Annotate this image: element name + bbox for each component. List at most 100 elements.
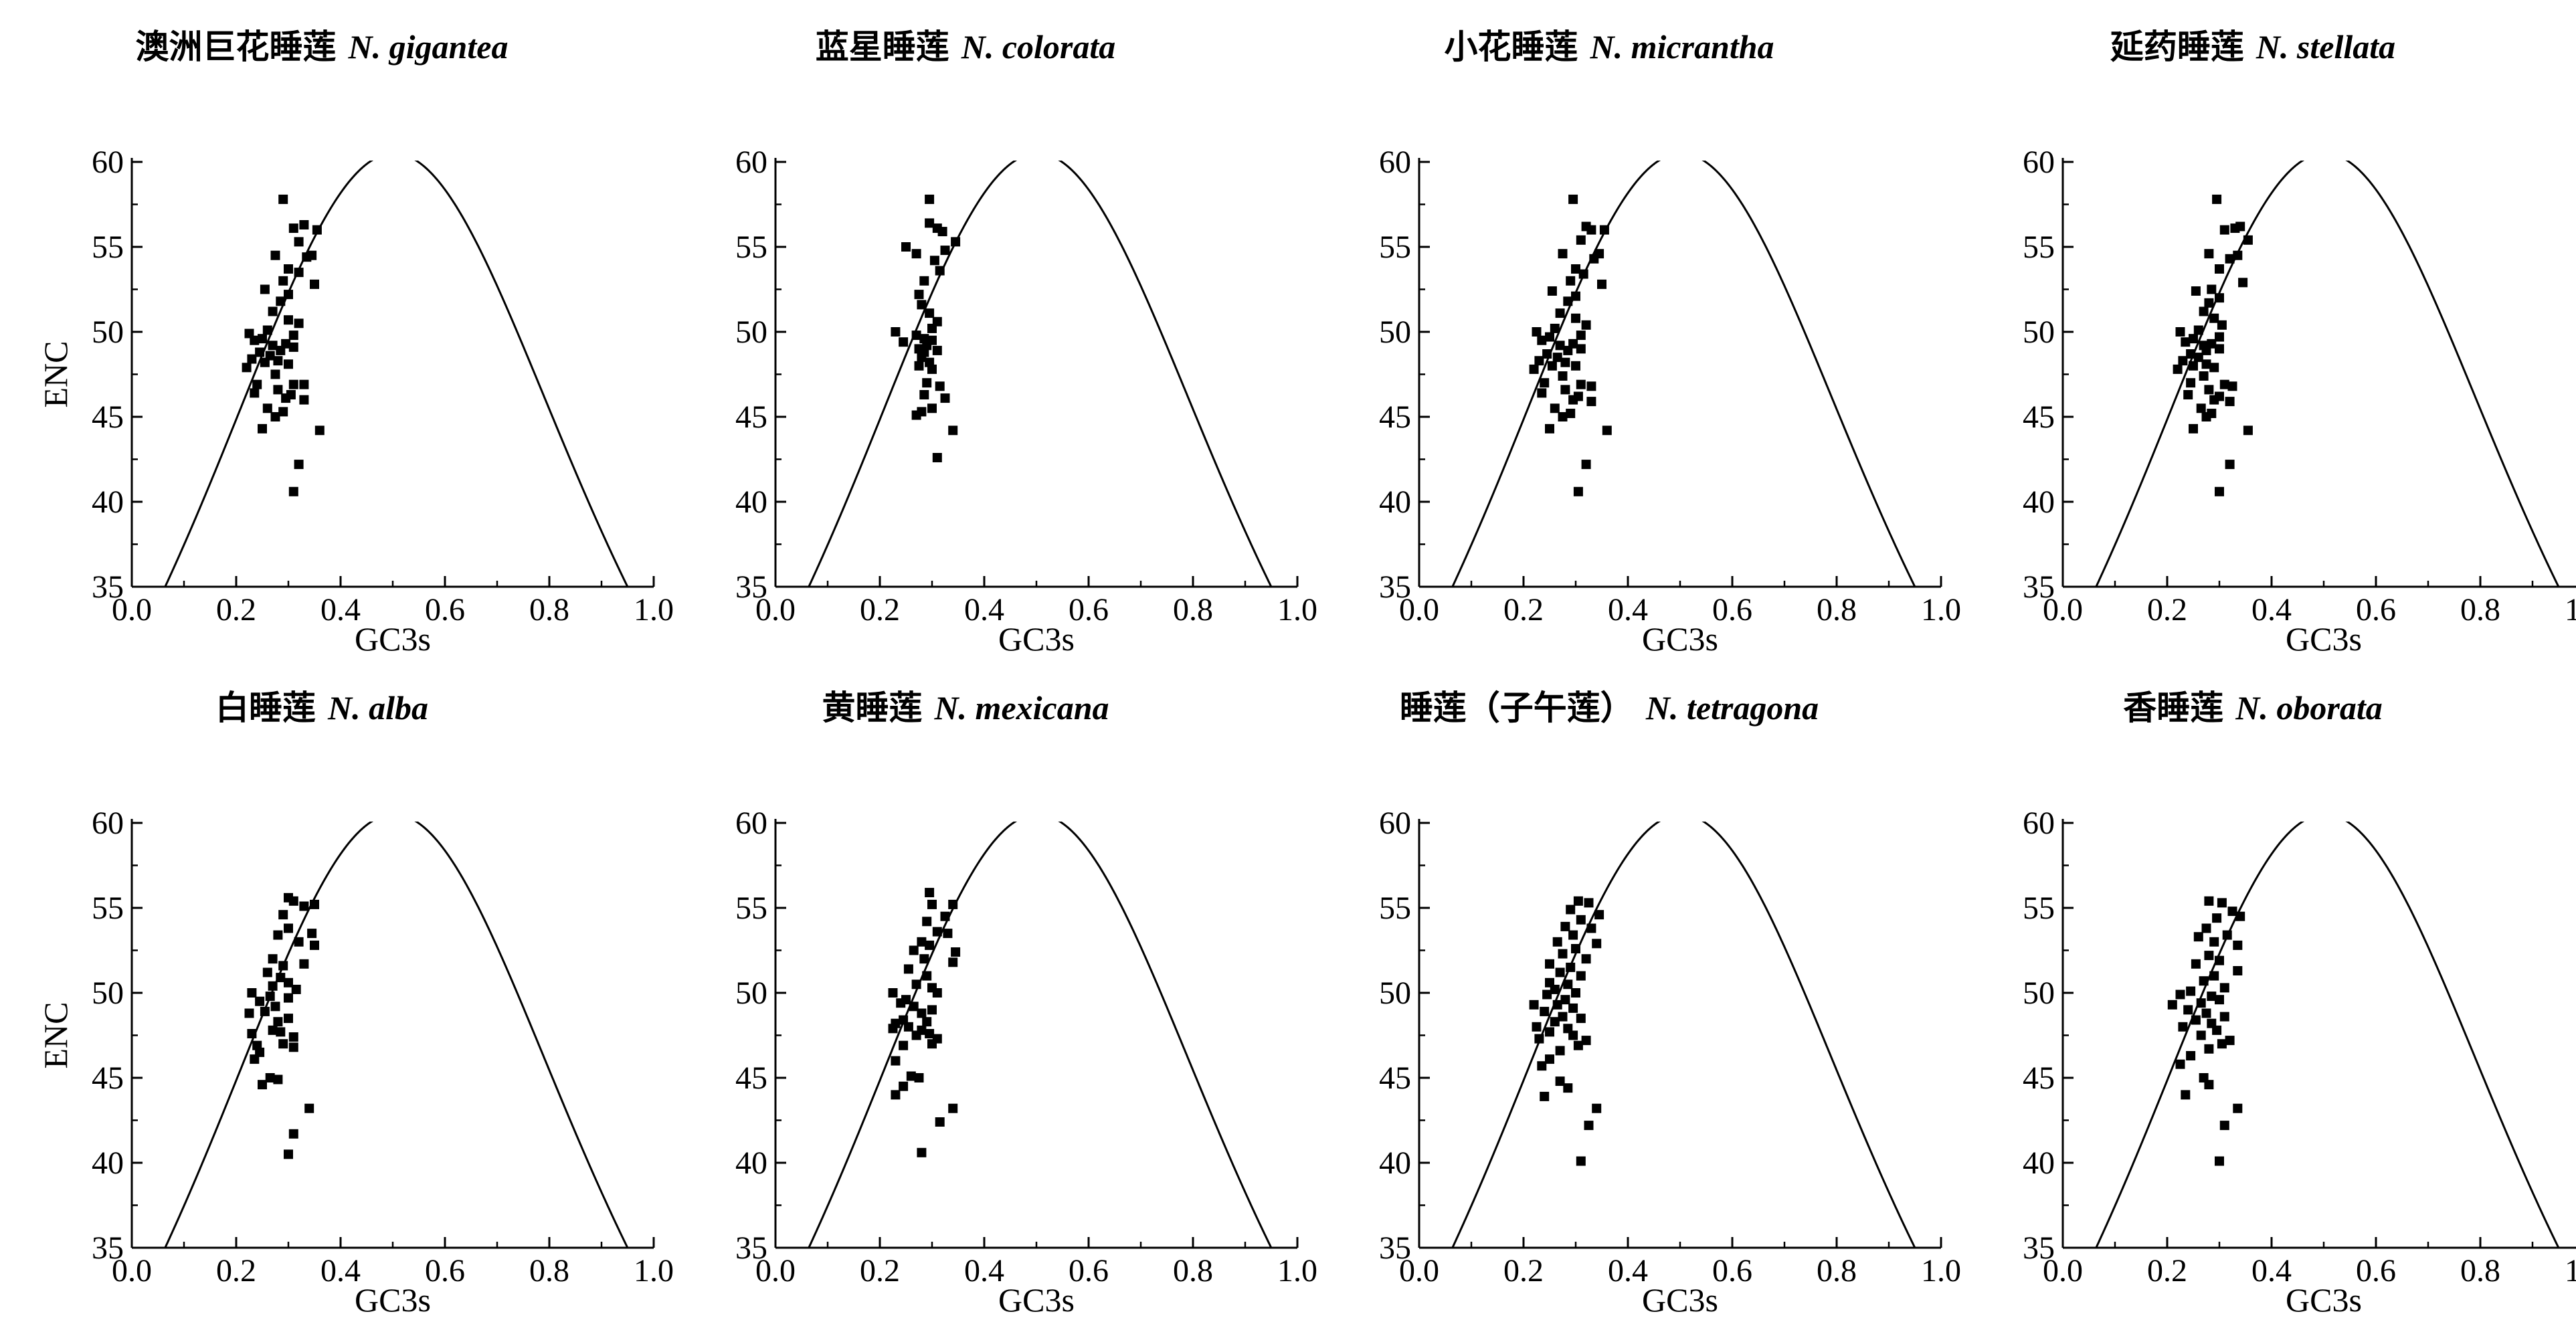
scatter-point [2215,264,2224,274]
x-tick-label: 0.0 [2043,1253,2083,1289]
x-tick-label: 1.0 [2565,1253,2576,1289]
scatter-point [2201,923,2211,933]
scatter-point [1563,979,1573,989]
chart-panel-5: 白睡莲 N. alba 35 40 45 50 55 60 0.0 0.2 0.4 0.6 0.8 1.0… [0,661,674,1322]
x-tick-label: 0.0 [112,592,152,628]
x-tick-label: 1.0 [1921,1253,1961,1289]
scatter-point [1566,962,1576,972]
scatter-point [935,266,945,276]
scatter-point [2201,412,2211,421]
y-tick-label: 35 [2023,569,2055,605]
scatter-point [2199,306,2209,316]
scatter-point [2204,896,2214,906]
scatter-point [888,988,898,998]
scatter-point [2219,379,2229,389]
scatter-point [288,342,298,352]
scatter-point [1573,486,1583,496]
scatter-point [927,364,937,374]
scatter-point [310,279,319,289]
y-tick-label: 45 [735,1060,767,1096]
scatter-point [1581,1036,1591,1046]
x-tick-label: 0.2 [216,592,256,628]
scatter-point [1568,194,1578,204]
scatter-point [2183,390,2193,399]
y-tick-label: 45 [1379,399,1411,435]
x-tick-label: 0.6 [2356,1253,2396,1289]
scatter-point [2209,395,2219,405]
scatter-point [288,1129,298,1139]
scatter-point [919,276,929,286]
scatter-point [276,1027,286,1037]
scatter-point [2193,353,2203,363]
scatter-point [1576,971,1586,981]
scatter-point [1566,905,1576,915]
scatter-point [268,341,278,351]
scatter-point [284,315,293,325]
scatter-point [2225,460,2235,470]
y-axis-label: ENC [37,1002,74,1069]
scatter-point [2235,911,2245,921]
scatter-point [299,395,309,405]
y-tick-label: 50 [92,314,124,350]
y-tick-label: 40 [92,1145,124,1181]
scatter-point [1581,460,1591,470]
chart-title: 延药睡莲 N. stellata [1931,20,2575,68]
x-tick-label: 0.4 [1608,1253,1648,1289]
scatter-point [1571,313,1580,323]
scatter-point [284,264,293,274]
scatter-point [925,888,935,898]
scatter-point [1586,381,1596,391]
scatter-svg: 35 40 45 50 55 60 0.0 0.2 0.4 0.6 0.8 1.0 GC3s [1379,145,1961,658]
scatter-point [2189,423,2198,434]
x-tick-label: 0.6 [1069,1253,1109,1289]
scatter-point [276,345,286,355]
scatter-point [2201,345,2211,355]
scatter-point [1529,1000,1539,1010]
scatter-point [265,1073,275,1082]
x-tick-label: 0.0 [1399,592,1439,628]
scatter-point [312,225,322,235]
scatter-point [2238,278,2248,288]
scatter-point [310,940,319,950]
scatter-point [914,1073,924,1082]
scatter-point [2199,371,2209,381]
scatter-point [1558,371,1568,381]
scatter-point [268,981,278,991]
scatter-svg: 35 40 45 50 55 60 0.0 0.2 0.4 0.6 0.8 1.0 GC3s [2023,806,2576,1319]
scatter-point [1571,361,1580,371]
scatter-point [273,385,283,395]
scatter-point [917,353,927,363]
x-tick-label: 0.0 [1399,1253,1439,1289]
x-tick-label: 1.0 [634,1253,674,1289]
scatter-point [284,923,293,933]
scatter-point [1576,1014,1586,1024]
scatter-point [1578,269,1588,279]
scatter-point [2225,1036,2235,1046]
chart-panel-8: 香睡莲 N. oborata 35 40 45 50 55 60 0.0 0.2 0.4 0.6 0.8… [1931,661,2576,1322]
y-tick-label: 40 [735,1145,767,1181]
y-tick-label: 35 [92,1230,124,1266]
scatter-point [1568,930,1578,940]
scatter-point [940,246,950,256]
scatter-point [2186,349,2196,359]
scatter-point [2227,381,2237,391]
scatter-svg: 35 40 45 50 55 60 0.0 0.2 0.4 0.6 0.8 1.0 GC3s ENC [37,806,674,1319]
scatter-point [2186,1051,2196,1060]
scatter-point [258,423,267,434]
scatter-point [1571,988,1580,998]
scatter-point [291,984,301,994]
scatter-point [2196,998,2206,1008]
scatter-point [260,284,270,294]
scatter-point [270,412,280,421]
scatter-point [1552,937,1562,947]
scatter-point [1560,995,1570,1005]
scatter-point [2225,397,2235,407]
scatter-point [922,971,932,981]
scatter-point [2219,225,2229,235]
scatter-point [1571,944,1580,953]
x-tick-label: 0.2 [216,1253,256,1289]
scatter-point [1542,349,1552,359]
scatter-point [2201,359,2211,369]
scatter-point [284,993,293,1003]
scatter-point [302,252,312,262]
